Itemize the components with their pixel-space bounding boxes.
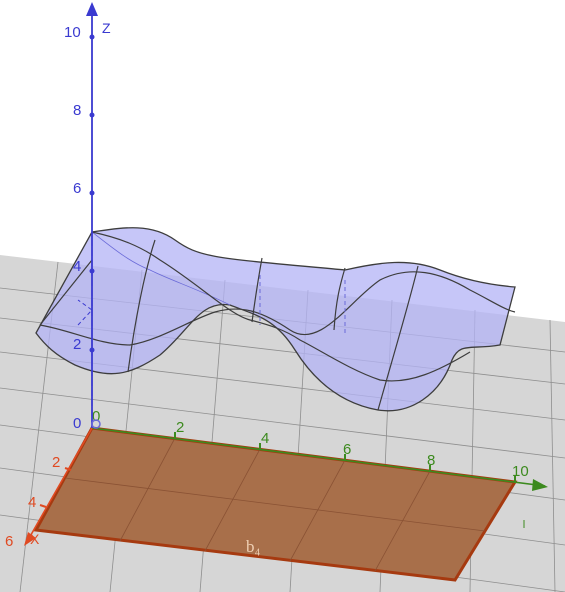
x-tick-2: 2 <box>52 454 60 471</box>
x-tick-4: 4 <box>28 494 36 511</box>
wave-surface <box>35 227 516 420</box>
y-tick-10: 10 <box>512 463 529 480</box>
y-tick-2: 2 <box>176 419 184 436</box>
z-tick-4: 4 <box>73 258 81 275</box>
y-tick-6: 6 <box>343 441 351 458</box>
x-tick-6: 6 <box>5 533 13 550</box>
y-tick-8: 8 <box>427 452 435 469</box>
x-axis-name: X <box>30 531 40 547</box>
z-tick-6: 6 <box>73 180 81 197</box>
y-axis <box>91 427 548 528</box>
z-axis-name: Z <box>102 20 111 36</box>
z-axis <box>86 2 101 429</box>
z-tick-0: 0 <box>73 415 81 432</box>
x-axis <box>24 427 93 546</box>
z-tick-8: 8 <box>73 102 81 119</box>
z-tick-2: 2 <box>73 336 81 353</box>
y-tick-4: 4 <box>261 430 269 447</box>
y-tick-0: 0 <box>92 408 100 425</box>
region-label: b₄ <box>246 537 261 556</box>
z-tick-10: 10 <box>64 24 81 41</box>
region-grid <box>64 437 486 572</box>
